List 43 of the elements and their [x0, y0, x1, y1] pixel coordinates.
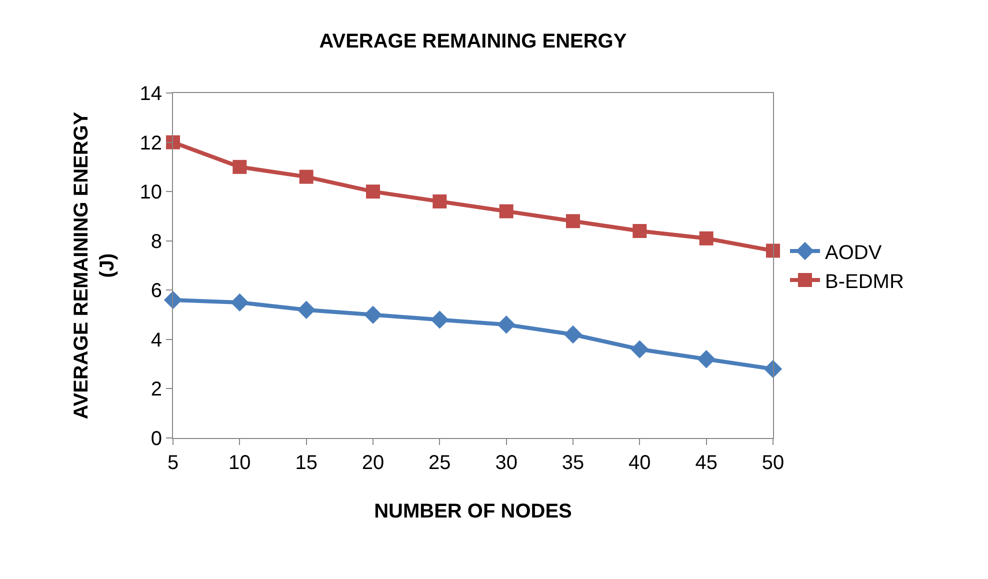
point: [166, 135, 180, 150]
x-tick-label: 35: [562, 452, 584, 474]
x-axis-title: NUMBER OF NODES: [374, 500, 572, 522]
y-axis-title: AVERAGE REMAINING ENERGY (J): [70, 111, 118, 420]
legend-label: B-EDMR: [825, 270, 904, 293]
point: [297, 300, 316, 319]
x-tick-label: 10: [228, 452, 251, 474]
point: [499, 204, 514, 218]
y-tick-label: 10: [140, 182, 162, 204]
point: [766, 244, 780, 258]
x-tick-label: 25: [428, 452, 451, 474]
point: [364, 306, 382, 324]
x-tick-label: 5: [167, 452, 179, 474]
y-tick-label: 14: [140, 83, 162, 105]
point: [630, 340, 649, 358]
y-tick-label: 6: [150, 280, 162, 302]
point: [230, 293, 249, 312]
x-tick-label: 30: [495, 452, 518, 474]
point: [366, 184, 380, 199]
x-tick-label: 20: [362, 452, 384, 474]
chart-title: AVERAGE REMAINING ENERGY: [319, 30, 628, 53]
point: [299, 170, 314, 184]
y-tick-label: 2: [150, 378, 162, 401]
point: [566, 214, 580, 228]
x-tick-label: 45: [695, 452, 718, 474]
y-tick-label: 12: [140, 132, 162, 154]
y-tick-label: 8: [150, 230, 162, 253]
legend-label: AODV: [825, 242, 882, 264]
point: [564, 325, 582, 344]
point: [232, 160, 247, 174]
y-tick-label: 4: [150, 329, 162, 352]
point: [699, 231, 714, 246]
point: [764, 360, 782, 378]
point: [430, 310, 449, 329]
point: [697, 350, 716, 368]
y-tick-label: 0: [150, 428, 162, 450]
point: [164, 290, 182, 310]
point: [432, 194, 447, 208]
x-tick-label: 40: [628, 452, 651, 474]
point: [497, 316, 516, 334]
x-tick-label: 15: [295, 452, 318, 474]
x-tick-label: 50: [762, 452, 784, 474]
point: [632, 224, 647, 238]
